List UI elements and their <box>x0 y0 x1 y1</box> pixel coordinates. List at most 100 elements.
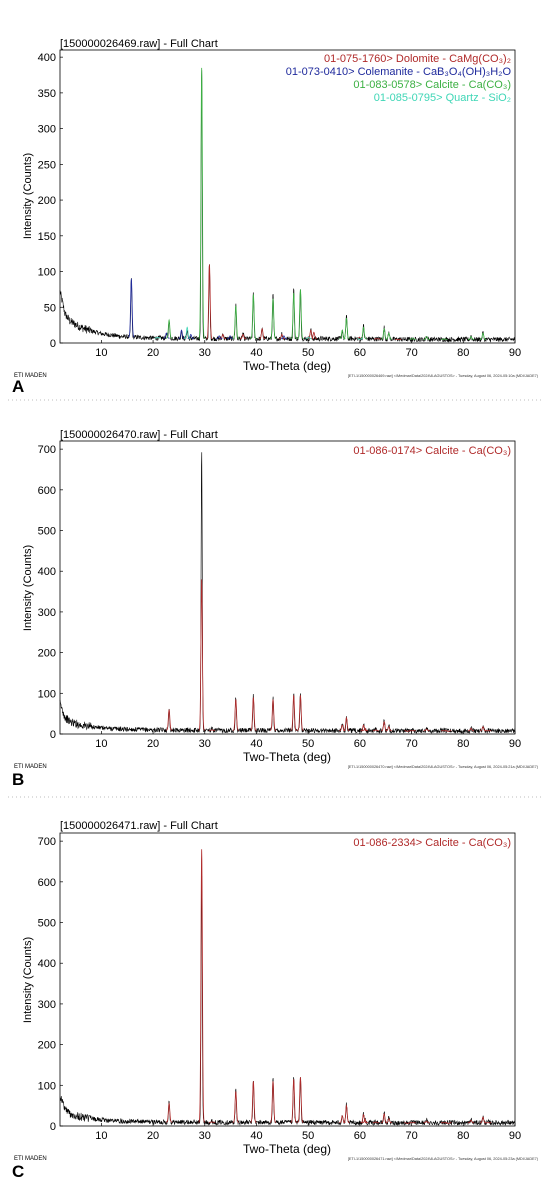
footer-right: [ETI-1\150000026469.raw] <\Medmar\Data\2… <box>348 374 539 378</box>
panel-label: A <box>12 377 24 396</box>
y-tick-label: 400 <box>38 566 56 578</box>
footer-left: ETI MADEN <box>14 373 47 379</box>
series-0-peak <box>467 1119 475 1124</box>
footer-right: [ETI-1\150000026470.raw] <\Medmar\Data\2… <box>348 765 539 769</box>
series-2-peak <box>232 305 239 340</box>
series-0-peak <box>250 1081 257 1123</box>
series-2-peak <box>165 318 173 339</box>
x-tick-label: 60 <box>354 1130 366 1142</box>
y-tick-label: 100 <box>38 267 56 279</box>
series-2-peak <box>441 338 448 340</box>
x-tick-label: 90 <box>509 738 521 750</box>
x-tick-label: 40 <box>250 347 262 359</box>
y-tick-label: 700 <box>38 836 56 848</box>
series-0-peak <box>361 727 369 732</box>
series-0-peak <box>269 1081 277 1123</box>
y-tick-label: 100 <box>38 1080 56 1092</box>
legend-entry-quartz: 01-085-0795> Quartz - SiO₂ <box>374 92 511 104</box>
x-tick-label: 10 <box>95 347 107 359</box>
x-tick-label: 20 <box>147 738 159 750</box>
y-tick-label: 200 <box>38 195 56 207</box>
y-tick-label: 500 <box>38 918 56 930</box>
x-tick-label: 70 <box>405 738 417 750</box>
series-0-peak <box>165 709 173 731</box>
x-tick-label: 30 <box>199 738 211 750</box>
series-0-peak <box>343 716 350 732</box>
axis-ticks: 0 50 100 150 200 250 300 350 400 10 20 30 40 50 60 70 80… <box>38 52 521 359</box>
x-axis-label: Two-Theta (deg) <box>243 359 331 373</box>
series-2-peak <box>479 332 487 340</box>
series-3-peak <box>154 336 161 339</box>
series-0-peak <box>165 1102 173 1123</box>
series-0-peak <box>232 699 239 731</box>
panel-label: B <box>12 770 24 789</box>
x-tick-label: 50 <box>302 738 314 750</box>
series-1-peak <box>128 278 135 338</box>
series-2-peak <box>423 336 430 340</box>
x-tick-label: 40 <box>250 738 262 750</box>
chart-title: [150000026469.raw] - Full Chart <box>60 38 218 50</box>
plot-frame <box>59 440 516 735</box>
axis-ticks: 0 100 200 300 400 500 600 700 10 20 30 40 50 60 70 80 90 <box>38 444 521 750</box>
y-tick-label: 0 <box>50 338 56 350</box>
x-tick-label: 80 <box>457 347 469 359</box>
series-0-peak <box>445 730 452 732</box>
series-0-peak <box>232 1091 239 1123</box>
series-0-peak <box>297 1077 304 1123</box>
series-0-peak <box>385 726 392 732</box>
y-tick-label: 0 <box>50 729 56 741</box>
y-tick-label: 400 <box>38 958 56 970</box>
series-1-peak <box>187 333 194 339</box>
x-tick-label: 60 <box>354 738 366 750</box>
series-2-peak <box>409 337 416 340</box>
x-tick-label: 30 <box>199 347 211 359</box>
x-tick-label: 10 <box>95 1130 107 1142</box>
x-tick-label: 50 <box>302 347 314 359</box>
panel-c: [150000026471.raw] - Full Chart 01-086-2… <box>12 820 539 1181</box>
x-tick-label: 10 <box>95 738 107 750</box>
x-tick-label: 60 <box>354 347 366 359</box>
series-0-peak <box>198 849 205 1123</box>
y-axis-label: Intensity (Counts) <box>22 937 34 1023</box>
series-1-peak <box>178 329 185 339</box>
series-3-peak <box>184 326 191 339</box>
series-0-peak <box>423 1120 430 1124</box>
axis-ticks: 0 100 200 300 400 500 600 700 10 20 30 40 50 60 70 80 90 <box>38 836 521 1142</box>
chart-title: [150000026471.raw] - Full Chart <box>60 820 218 832</box>
plot-area <box>59 67 516 343</box>
plot-area <box>59 452 516 735</box>
series-0-peak <box>250 697 257 731</box>
y-tick-label: 100 <box>38 688 56 700</box>
series-3-peak <box>356 338 363 340</box>
series-1-peak <box>280 335 287 340</box>
x-tick-label: 70 <box>405 1130 417 1142</box>
series-2-peak <box>198 67 205 340</box>
x-tick-label: 50 <box>302 1130 314 1142</box>
series-0-peak <box>239 333 247 340</box>
series-0-peak <box>259 327 266 340</box>
panel-a: [150000026469.raw] - Full Chart 01-075-1… <box>12 38 539 396</box>
panel-label: C <box>12 1162 24 1181</box>
footer-left: ETI MADEN <box>14 764 47 770</box>
x-tick-label: 80 <box>457 1130 469 1142</box>
series-0-peak <box>361 1119 369 1124</box>
series-1-peak <box>216 335 223 340</box>
panel-b: [150000026470.raw] - Full Chart 01-086-0… <box>12 429 539 789</box>
series-2-peak <box>290 292 297 340</box>
series-2-peak <box>343 317 350 340</box>
x-tick-label: 40 <box>250 1130 262 1142</box>
series-2-peak <box>297 289 304 340</box>
y-tick-label: 600 <box>38 877 56 889</box>
series-2-peak <box>385 332 392 340</box>
y-tick-label: 200 <box>38 1040 56 1052</box>
y-tick-label: 700 <box>38 444 56 456</box>
y-tick-label: 400 <box>38 52 56 64</box>
legend: 01-075-1760> Dolomite - CaMg(CO₃)₂ 01-07… <box>286 53 512 104</box>
series-0-peak <box>372 729 380 732</box>
x-tick-label: 70 <box>405 347 417 359</box>
y-tick-label: 0 <box>50 1121 56 1133</box>
y-tick-label: 200 <box>38 648 56 660</box>
legend-entry-calcite: 01-083-0578> Calcite - Ca(CO₃) <box>353 79 511 91</box>
